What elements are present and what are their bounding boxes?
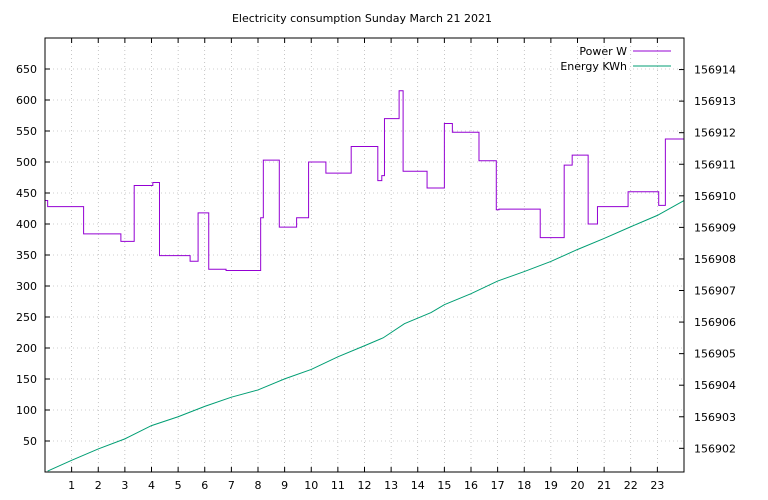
x-tick-label: 7 bbox=[228, 479, 235, 492]
x-tick-label: 16 bbox=[464, 479, 478, 492]
x-tick-label: 11 bbox=[331, 479, 345, 492]
x-tick-label: 20 bbox=[571, 479, 585, 492]
y2-tick-label: 156902 bbox=[694, 442, 736, 455]
x-tick-label: 22 bbox=[624, 479, 638, 492]
x-tick-label: 2 bbox=[95, 479, 102, 492]
x-tick-label: 19 bbox=[544, 479, 558, 492]
y2-tick-label: 156914 bbox=[694, 64, 736, 77]
y-tick-label: 350 bbox=[16, 249, 37, 262]
y-tick-label: 400 bbox=[16, 218, 37, 231]
axes: 1 2 3 4 5 6 7 8 9 10 11 12 13 14 15 16 17 18 19 20 21 22 23501… bbox=[16, 38, 736, 492]
y2-tick-label: 156907 bbox=[694, 285, 736, 298]
x-tick-label: 6 bbox=[201, 479, 208, 492]
x-tick-label: 8 bbox=[255, 479, 262, 492]
y2-tick-label: 156906 bbox=[694, 316, 736, 329]
y2-tick-label: 156909 bbox=[694, 221, 736, 234]
y2-tick-label: 156905 bbox=[694, 348, 736, 361]
y2-tick-label: 156911 bbox=[694, 158, 736, 171]
x-tick-label: 23 bbox=[650, 479, 664, 492]
y-tick-label: 150 bbox=[16, 373, 37, 386]
x-tick-label: 14 bbox=[411, 479, 425, 492]
y-tick-label: 100 bbox=[16, 404, 37, 417]
y-tick-label: 200 bbox=[16, 342, 37, 355]
y2-tick-label: 156913 bbox=[694, 95, 736, 108]
x-tick-label: 4 bbox=[148, 479, 155, 492]
y-tick-label: 250 bbox=[16, 311, 37, 324]
x-tick-label: 12 bbox=[358, 479, 372, 492]
x-tick-label: 13 bbox=[384, 479, 398, 492]
legend-label-power-w: Power W bbox=[579, 45, 627, 58]
legend-label-energy-kwh: Energy KWh bbox=[560, 60, 627, 73]
x-tick-label: 18 bbox=[517, 479, 531, 492]
x-tick-label: 15 bbox=[437, 479, 451, 492]
y2-tick-label: 156912 bbox=[694, 127, 736, 140]
y-tick-label: 650 bbox=[16, 63, 37, 76]
x-tick-label: 17 bbox=[491, 479, 505, 492]
y-tick-label: 600 bbox=[16, 94, 37, 107]
y-tick-label: 50 bbox=[23, 435, 37, 448]
y-tick-label: 300 bbox=[16, 280, 37, 293]
x-tick-label: 21 bbox=[597, 479, 611, 492]
x-tick-label: 9 bbox=[281, 479, 288, 492]
x-tick-label: 3 bbox=[121, 479, 128, 492]
y-tick-label: 450 bbox=[16, 187, 37, 200]
series-line-power-w bbox=[45, 90, 684, 271]
series-layer bbox=[45, 90, 685, 472]
y-tick-label: 500 bbox=[16, 156, 37, 169]
x-tick-label: 5 bbox=[175, 479, 182, 492]
grid bbox=[45, 38, 684, 472]
chart-title: Electricity consumption Sunday March 21 … bbox=[232, 12, 492, 25]
x-tick-label: 1 bbox=[68, 479, 75, 492]
y2-tick-label: 156904 bbox=[694, 379, 736, 392]
x-tick-label: 10 bbox=[304, 479, 318, 492]
series-line-energy-kwh bbox=[47, 200, 685, 472]
y-tick-label: 550 bbox=[16, 125, 37, 138]
y2-tick-label: 156910 bbox=[694, 190, 736, 203]
legend: Power W Energy KWh bbox=[560, 45, 671, 73]
y2-tick-label: 156903 bbox=[694, 411, 736, 424]
y2-tick-label: 156908 bbox=[694, 253, 736, 266]
